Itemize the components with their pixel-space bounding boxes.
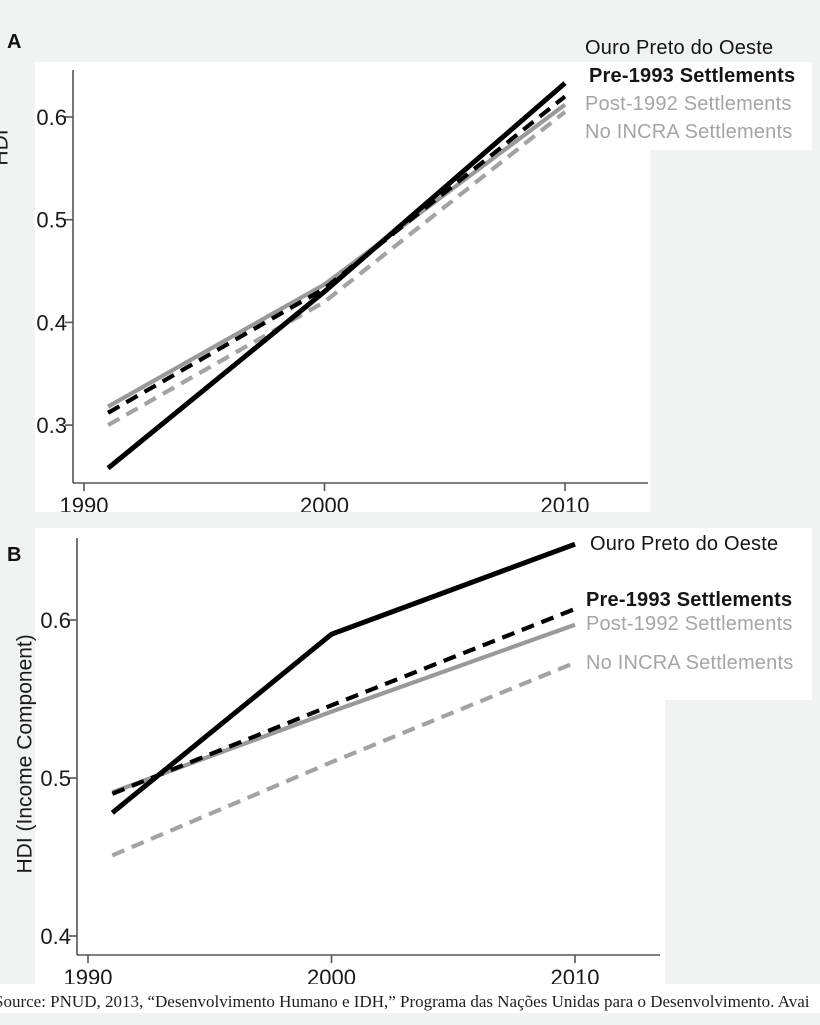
series-line-0 (110, 541, 576, 815)
y-tick-label: 0.6 (40, 608, 71, 633)
y-tick-label: 0.3 (36, 413, 67, 438)
legend-item-post-1992-b: Post-1992 Settlements (586, 613, 793, 635)
x-tick-label: 1990 (60, 493, 109, 512)
legend-item-ouro-preto-b: Ouro Preto do Oeste (590, 533, 779, 555)
legend-item-post-1992-a: Post-1992 Settlements (585, 93, 792, 115)
panel-a-plot-area (35, 62, 650, 512)
legend-item-no-incra-b: No INCRA Settlements (586, 652, 794, 674)
legend-item-pre-1993-a: Pre-1993 Settlements (589, 65, 796, 87)
series-line-1 (111, 606, 576, 796)
panel-a-legend-background (650, 62, 812, 150)
legend-item-ouro-preto-a: Ouro Preto do Oeste (585, 37, 774, 59)
x-tick-label: 1990 (64, 965, 113, 985)
x-tick-label: 2000 (300, 493, 349, 512)
panel-b-letter: B (7, 544, 22, 566)
x-tick-label: 2010 (551, 965, 600, 985)
y-tick-label: 0.4 (40, 924, 71, 949)
y-tick-label: 0.5 (40, 766, 71, 791)
series-line-3 (107, 110, 567, 427)
panel-a-y-axis-title: HDI (0, 129, 13, 166)
series-line-2 (107, 102, 567, 409)
x-tick-label: 2000 (307, 965, 356, 985)
panel-a-chart: 0.3 0.4 0.5 0.6 1990 2000 2010 (36, 70, 648, 512)
legend-item-pre-1993-b: Pre-1993 Settlements (586, 589, 793, 611)
y-tick-label: 0.4 (36, 310, 67, 335)
panel-b-legend-background (665, 528, 812, 700)
source-note-text: Source: PNUD, 2013, “Desenvolvimento Hum… (0, 992, 810, 1011)
panel-b-chart: 0.4 0.5 0.6 1990 2000 2010 (40, 538, 660, 985)
legend-item-no-incra-a: No INCRA Settlements (585, 121, 793, 143)
y-tick-label: 0.5 (36, 208, 67, 233)
panel-b-y-axis-title: HDI (Income Component) (13, 634, 37, 874)
series-line-0 (106, 81, 567, 471)
series-line-2 (111, 622, 576, 795)
panel-a-letter: A (7, 31, 22, 53)
x-tick-label: 2010 (541, 493, 590, 512)
series-line-3 (111, 660, 576, 858)
source-note-strip: Source: PNUD, 2013, “Desenvolvimento Hum… (0, 984, 820, 1013)
y-tick-label: 0.6 (36, 105, 67, 130)
